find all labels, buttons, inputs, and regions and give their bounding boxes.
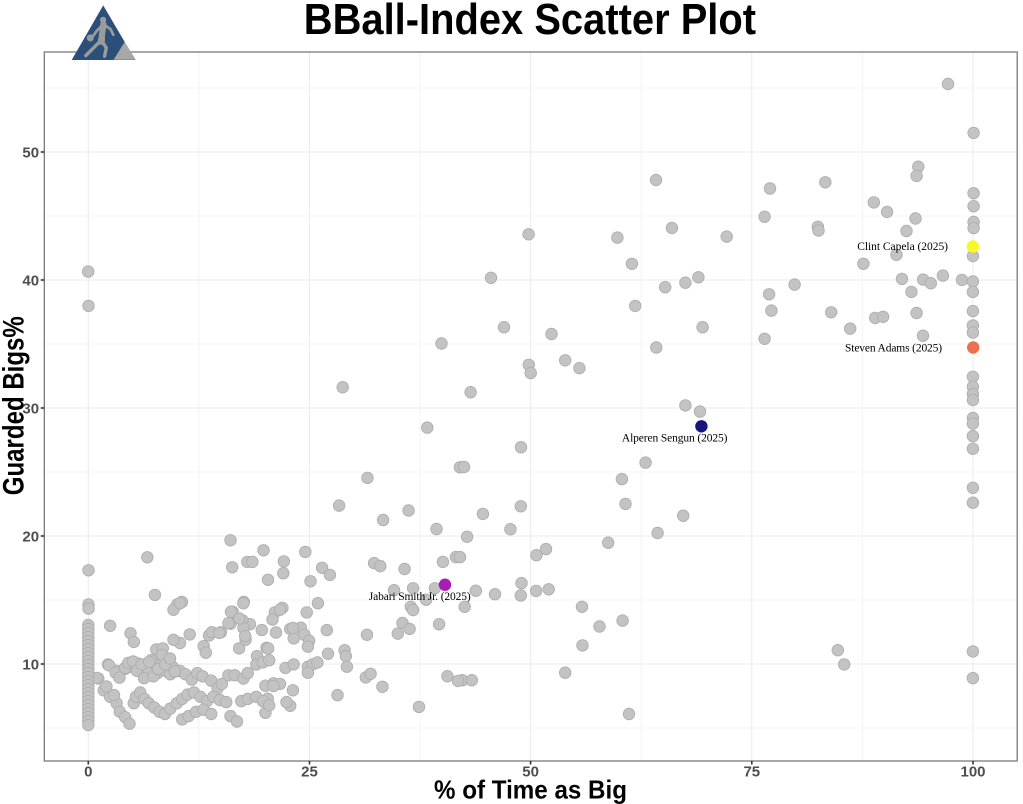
svg-text:100: 100 — [960, 763, 985, 780]
svg-text:50: 50 — [522, 763, 539, 780]
svg-text:50: 50 — [22, 144, 39, 161]
svg-text:30: 30 — [22, 400, 39, 417]
svg-text:40: 40 — [22, 272, 39, 289]
svg-text:Alperen Sengun (2025): Alperen Sengun (2025) — [622, 433, 728, 445]
svg-text:20: 20 — [22, 528, 39, 545]
svg-text:75: 75 — [743, 763, 760, 780]
svg-text:Guarded Bigs%: Guarded Bigs% — [0, 316, 31, 495]
svg-text:Clint Capela (2025): Clint Capela (2025) — [857, 241, 948, 253]
svg-text:0: 0 — [84, 763, 92, 780]
svg-text:% of Time as Big: % of Time as Big — [434, 775, 627, 804]
svg-text:Jabari Smith Jr. (2025): Jabari Smith Jr. (2025) — [369, 591, 471, 603]
svg-text:Steven Adams (2025): Steven Adams (2025) — [845, 343, 942, 355]
svg-text:25: 25 — [301, 763, 318, 780]
svg-text:BBall-Index Scatter Plot: BBall-Index Scatter Plot — [304, 0, 756, 44]
svg-text:10: 10 — [22, 656, 39, 673]
